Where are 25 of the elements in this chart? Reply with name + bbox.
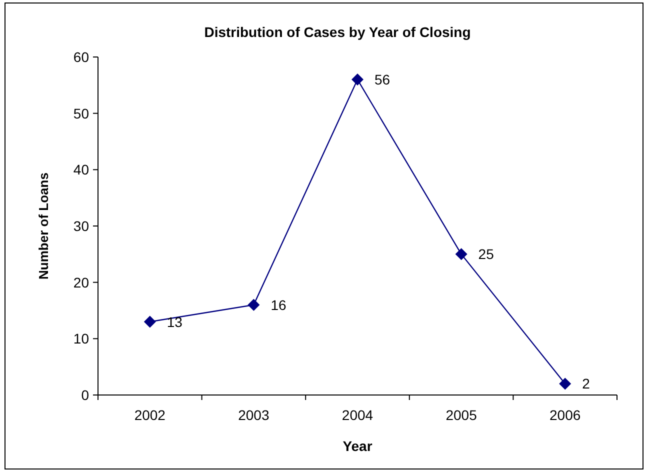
data-label: 25 [478,246,494,262]
y-tick-label: 0 [81,387,90,403]
data-label: 56 [374,72,390,88]
x-tick-label: 2004 [342,407,374,423]
point [559,378,572,390]
data-label: 16 [270,296,286,313]
chart-title: Distribution of Cases by Year of Closing [204,24,471,40]
y-tick-label: 50 [73,105,90,122]
x-axis-title: Year [342,438,373,454]
point [144,316,156,328]
data-label: 2 [582,376,590,392]
point [248,298,260,311]
y-tick-label: 40 [73,162,90,178]
y-tick-label: 10 [73,330,90,347]
y-tick-label: 30 [73,218,90,234]
y-tick-label: 20 [73,274,90,290]
point [352,74,364,86]
y-tick-label: 60 [73,49,90,65]
point [455,248,468,260]
x-tick-label: 2006 [550,407,581,423]
x-tick-label: 2005 [446,407,478,423]
x-tick-label: 2003 [238,407,270,423]
y-axis-title: Number of Loans [36,172,51,280]
data-label: 13 [166,314,183,330]
x-tick-label: 2002 [134,407,166,423]
